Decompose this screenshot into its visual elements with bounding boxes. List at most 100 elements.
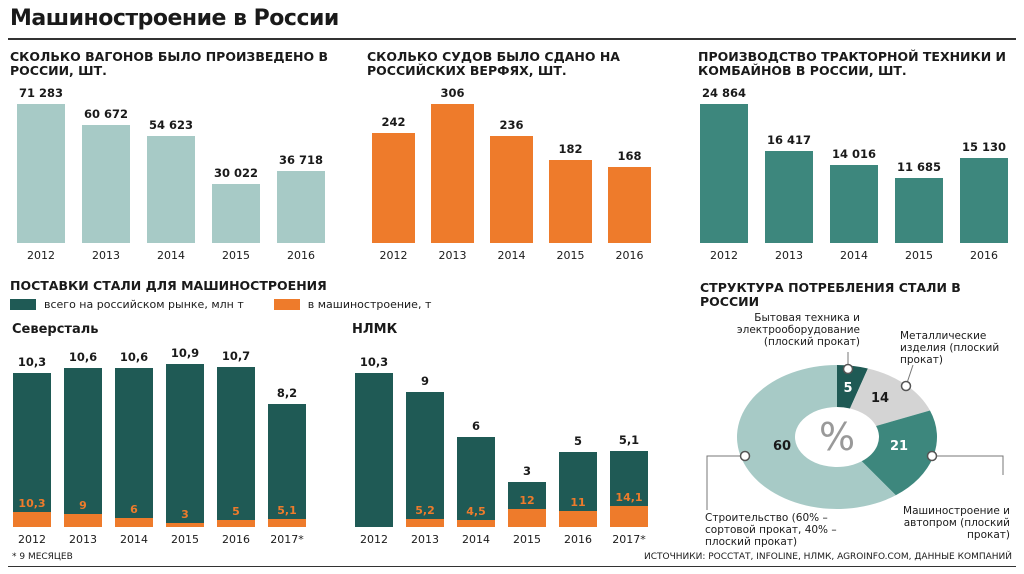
slice-label: Строительство (60% – сортовой прокат, 40… [705,512,837,548]
bar-total [64,368,102,527]
page-title: Машиностроение в России [10,6,339,31]
bar [147,136,195,243]
machinery-label: 9 [79,498,87,512]
year-label: 2016 [287,249,315,262]
value-label: 236 [499,117,524,132]
value-label: 54 623 [148,118,193,133]
bar [830,164,878,243]
year-label: 2014 [840,249,868,262]
bar-total [406,392,444,527]
bar-machinery [406,519,444,527]
slice-value: 21 [890,439,908,454]
slice-value: 14 [871,391,889,406]
value-label: 14 016 [831,146,876,161]
value-label: 15 130 [961,140,1006,155]
bar-machinery [457,520,495,527]
value-label: 10,3 [17,354,47,369]
slice-label: Металлические изделия (плоский прокат) [900,330,1000,366]
legend-swatch [10,299,36,310]
bar [277,171,325,243]
machinery-label: 4,5 [466,505,486,519]
chart-title: СТРУКТУРА ПОТРЕБЛЕНИЯ СТАЛИ В РОССИИ [700,280,961,309]
value-label: 5 [573,434,582,448]
bar-total [115,368,153,527]
bar-total [355,372,393,527]
bar-machinery [115,518,153,527]
year-label: 2013 [438,249,467,262]
value-label: 306 [440,86,465,100]
legend: всего на российском рынке, млн т в машино… [10,298,431,311]
bar-total [13,372,51,527]
bar [700,104,748,243]
year-label: 2016 [615,249,644,262]
bar-machinery [217,519,255,527]
bar [765,151,813,243]
value-label: 71 283 [18,86,63,100]
bar-machinery [268,519,306,527]
bar-total [457,437,495,527]
slice-label: Бытовая техника и электрооборудование (п… [736,312,860,348]
group-name: НЛМК [352,322,398,337]
value-label: 24 864 [701,86,746,100]
year-label: 2015 [171,533,199,546]
value-label: 36 718 [278,153,323,168]
machinery-label: 5,2 [415,504,435,518]
bar-machinery [610,505,648,527]
year-label: 2014 [157,249,185,262]
bar-machinery [166,522,204,527]
sources: ИСТОЧНИКИ: РОССТАТ, INFOLINE, НЛМК, AGRO… [643,552,1012,562]
value-label: 11 685 [896,159,941,174]
value-label: 10,6 [119,350,149,364]
bar [431,104,474,243]
pie-slice [737,365,896,510]
year-label: 2017* [612,533,646,546]
value-label: 60 672 [83,106,128,121]
year-label: 2014 [120,533,148,546]
machinery-label: 11 [570,495,586,509]
bar [960,158,1008,243]
year-label: 2013 [775,249,803,262]
pie-slice [849,368,930,426]
year-label: 2013 [92,249,120,262]
percent-center-label: % [819,415,855,459]
year-label: 2017* [270,533,304,546]
year-label: 2015 [513,533,541,546]
value-label: 30 022 [213,166,258,181]
year-label: 2012 [27,249,55,262]
bar-total [268,404,306,527]
year-label: 2015 [556,249,585,262]
year-label: 2015 [222,249,250,262]
machinery-label: 14,1 [615,490,643,504]
chart-title: ПРОИЗВОДСТВО ТРАКТОРНОЙ ТЕХНИКИ И КОМБАЙ… [698,49,1006,78]
value-label: 10,7 [221,348,251,363]
bar [212,184,260,243]
leader-line [706,455,745,510]
year-label: 2015 [905,249,933,262]
value-label: 10,6 [68,350,98,364]
bar [608,166,651,243]
value-label: 5,1 [618,432,640,447]
year-label: 2013 [69,533,97,546]
machinery-label: 5 [232,504,240,518]
value-label: 10,9 [170,345,200,360]
slice-value: 5 [843,381,852,396]
bar [895,177,943,243]
bar [17,104,65,243]
bar-machinery [13,511,51,527]
slice-label: Машиностроение и автопром (плоский прока… [903,505,1010,541]
title-divider [8,38,1016,40]
year-label: 2016 [970,249,998,262]
year-label: 2016 [222,533,250,546]
value-label: 242 [381,115,406,130]
year-label: 2013 [411,533,439,546]
value-label: 10,3 [359,354,389,369]
leader-dot [926,450,938,462]
bar-machinery [559,510,597,527]
leader-dot [739,450,751,462]
machinery-label: 5,1 [277,504,297,518]
leader-dot [842,363,854,375]
bar [372,133,415,243]
bar-machinery [64,513,102,527]
slice-value: 60 [773,439,791,454]
machinery-label: 12 [519,494,535,507]
